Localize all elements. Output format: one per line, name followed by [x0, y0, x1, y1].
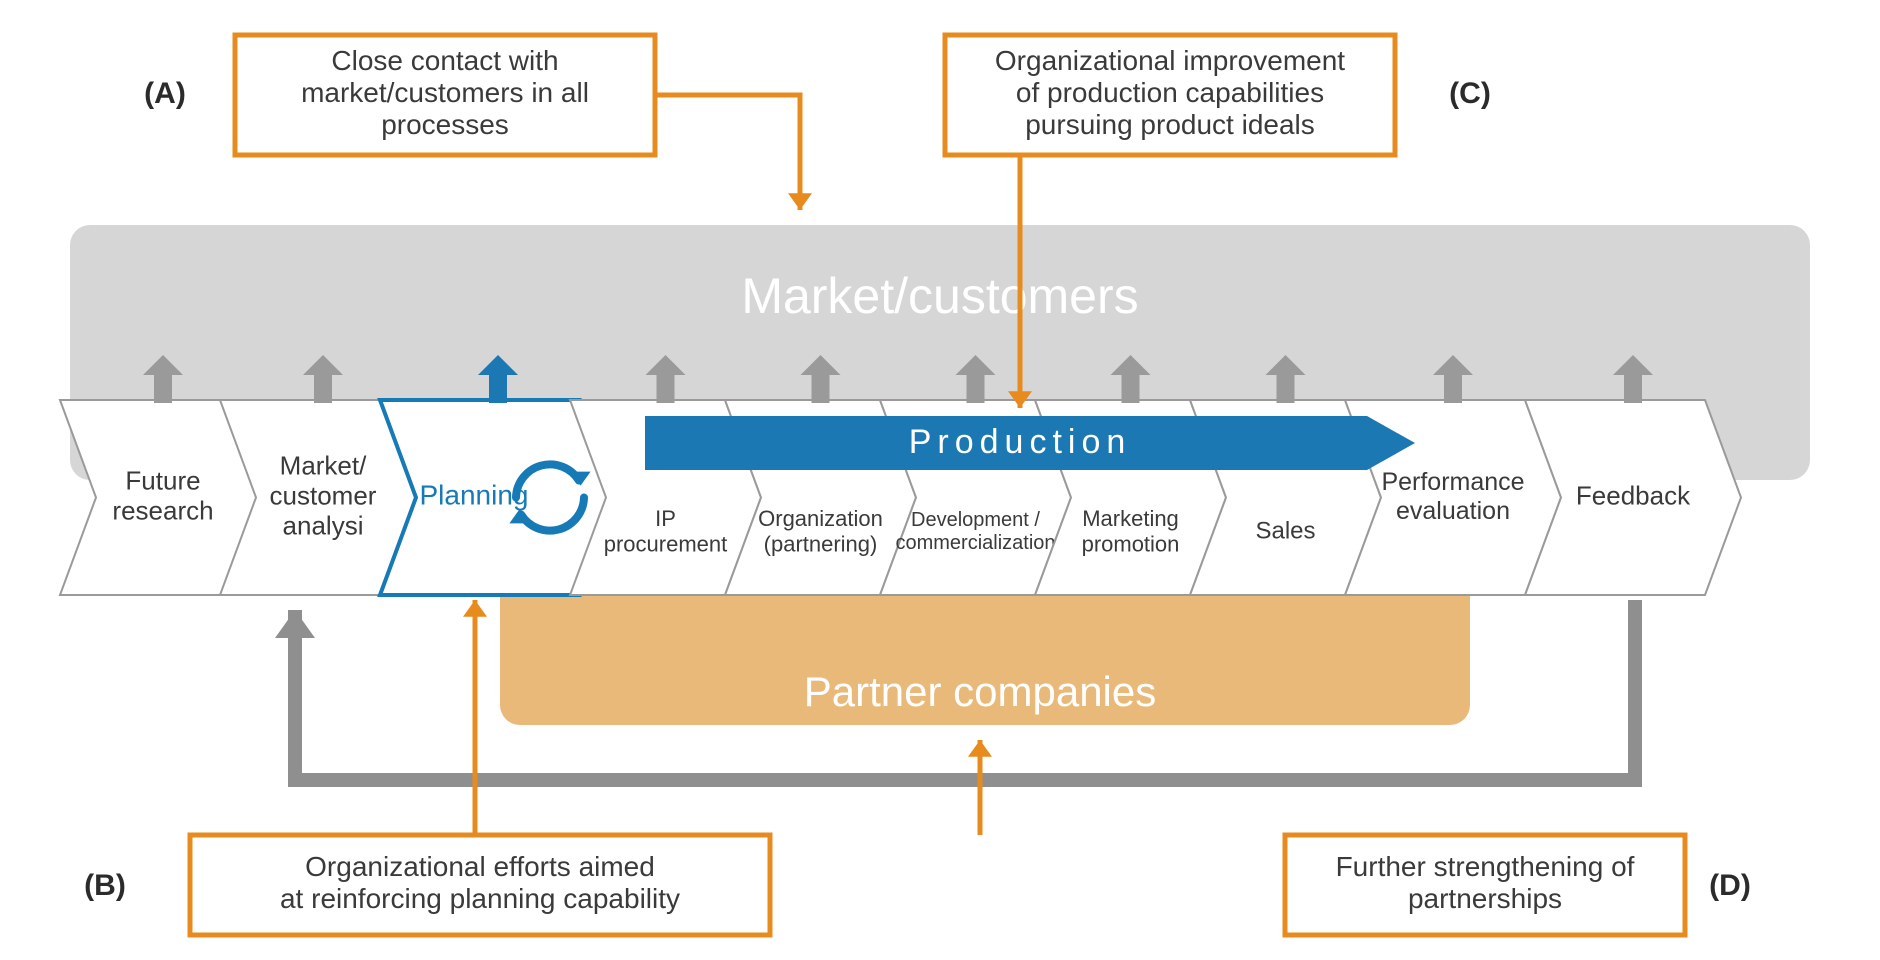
diagram-canvas: Market/customers Partner companies Futurer… — [0, 0, 1880, 960]
callout-letter: (A) — [144, 77, 186, 110]
process-label: Marketingpromotion — [1082, 506, 1180, 556]
process-label: Performanceevaluation — [1381, 468, 1524, 525]
callout-text: Organizational improvementof production … — [995, 45, 1345, 140]
process-label: Futureresearch — [112, 465, 213, 525]
callout-letter: (B) — [84, 869, 126, 902]
callout-letter: (C) — [1449, 77, 1491, 110]
process-label: Organization(partnering) — [758, 506, 883, 556]
partner-companies-label: Partner companies — [804, 668, 1157, 715]
market-customers-label: Market/customers — [741, 268, 1138, 324]
callout-A: (A)Close contact withmarket/customers in… — [144, 35, 812, 210]
production-label: Production — [909, 423, 1132, 461]
process-label: Feedback — [1576, 480, 1691, 510]
production-arrow: Production — [645, 416, 1415, 470]
process-label: Sales — [1255, 518, 1315, 545]
callout-letter: (D) — [1709, 869, 1751, 902]
callout-text: Organizational efforts aimedat reinforci… — [280, 851, 680, 914]
process-label: Development /commercialization — [895, 509, 1055, 554]
process-label: Market/customeranalysi — [270, 450, 377, 540]
